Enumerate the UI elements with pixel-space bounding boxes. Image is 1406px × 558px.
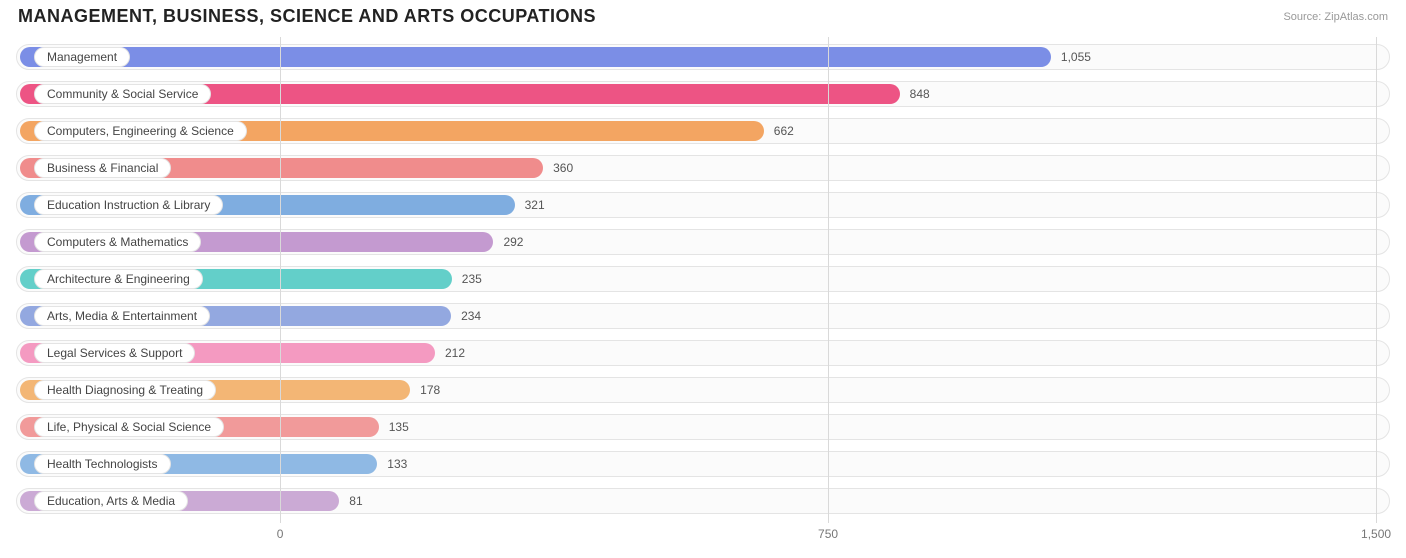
bar xyxy=(20,47,1051,67)
bar-row: Education Instruction & Library 321 xyxy=(12,192,1394,218)
bar-label: Health Diagnosing & Treating xyxy=(34,380,216,400)
bar-row: Computers, Engineering & Science 662 xyxy=(12,118,1394,144)
bar-label: Community & Social Service xyxy=(34,84,211,104)
chart-source: Source: ZipAtlas.com xyxy=(1283,11,1388,23)
bar-label: Management xyxy=(34,47,130,67)
bar-row: Health Technologists 133 xyxy=(12,451,1394,477)
bar-value: 133 xyxy=(387,451,407,477)
bar-label: Computers, Engineering & Science xyxy=(34,121,247,141)
bar-value: 662 xyxy=(774,118,794,144)
x-tick-label: 0 xyxy=(277,527,284,541)
source-prefix: Source: xyxy=(1283,11,1321,23)
chart-area: Management 1,055 Community & Social Servic… xyxy=(12,39,1394,547)
bar-value: 234 xyxy=(461,303,481,329)
bar-value: 321 xyxy=(525,192,545,218)
bar-row: Management 1,055 xyxy=(12,44,1394,70)
chart-header: MANAGEMENT, BUSINESS, SCIENCE AND ARTS O… xyxy=(0,0,1406,31)
bar-value: 360 xyxy=(553,155,573,181)
bar-label: Education Instruction & Library xyxy=(34,195,223,215)
bar-row: Arts, Media & Entertainment 234 xyxy=(12,303,1394,329)
bar-row: Community & Social Service 848 xyxy=(12,81,1394,107)
bar-label: Business & Financial xyxy=(34,158,171,178)
bar-label: Legal Services & Support xyxy=(34,343,195,363)
gridline xyxy=(1376,37,1377,523)
bar-value: 235 xyxy=(462,266,482,292)
bar-value: 1,055 xyxy=(1061,44,1091,70)
bar-label: Computers & Mathematics xyxy=(34,232,201,252)
bar-row: Architecture & Engineering 235 xyxy=(12,266,1394,292)
bar-label: Education, Arts & Media xyxy=(34,491,188,511)
bar-row: Business & Financial 360 xyxy=(12,155,1394,181)
gridline xyxy=(828,37,829,523)
bar-row: Computers & Mathematics 292 xyxy=(12,229,1394,255)
bar-label: Architecture & Engineering xyxy=(34,269,203,289)
bar-value: 292 xyxy=(503,229,523,255)
bar-row: Health Diagnosing & Treating 178 xyxy=(12,377,1394,403)
bar-value: 178 xyxy=(420,377,440,403)
x-tick-label: 750 xyxy=(818,527,838,541)
bar-value: 135 xyxy=(389,414,409,440)
x-tick-label: 1,500 xyxy=(1361,527,1391,541)
chart-plot: Management 1,055 Community & Social Servic… xyxy=(12,39,1394,519)
bar-row: Legal Services & Support 212 xyxy=(12,340,1394,366)
bar-row: Education, Arts & Media 81 xyxy=(12,488,1394,514)
bar-label: Life, Physical & Social Science xyxy=(34,417,224,437)
gridline xyxy=(280,37,281,523)
bar-value: 212 xyxy=(445,340,465,366)
bar-row: Life, Physical & Social Science 135 xyxy=(12,414,1394,440)
bar-value: 81 xyxy=(349,488,362,514)
chart-rows: Management 1,055 Community & Social Servic… xyxy=(12,39,1394,519)
x-axis: 0 750 1,500 xyxy=(12,523,1394,547)
chart-title: MANAGEMENT, BUSINESS, SCIENCE AND ARTS O… xyxy=(18,6,596,27)
bar-label: Health Technologists xyxy=(34,454,171,474)
source-name: ZipAtlas.com xyxy=(1324,11,1388,23)
bar-value: 848 xyxy=(910,81,930,107)
bar-label: Arts, Media & Entertainment xyxy=(34,306,210,326)
